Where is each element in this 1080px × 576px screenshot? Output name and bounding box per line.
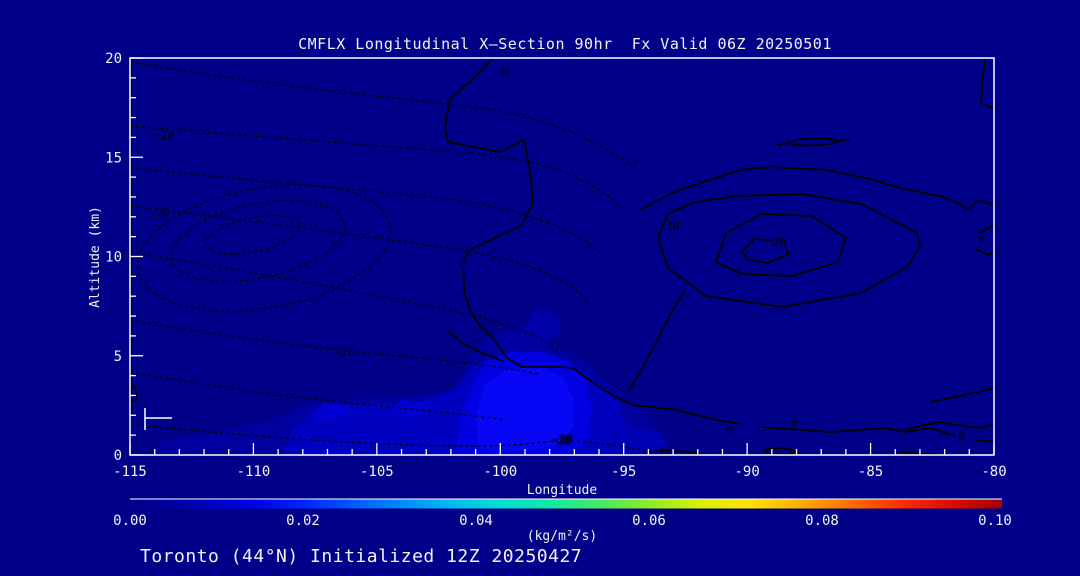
- colorbar-gradient: [130, 499, 1002, 509]
- contour-label: 0: [502, 65, 509, 78]
- y-tick-label: 0: [114, 448, 122, 464]
- initialization-caption: Toronto (44°N) Initialized 12Z 20250427: [140, 546, 582, 567]
- surface-marker: [144, 408, 172, 430]
- contour-label: 10: [666, 220, 680, 233]
- x-tick-label: -80: [981, 464, 1006, 480]
- y-axis-tick-labels: 0 5 10 15 20: [105, 51, 122, 464]
- contour-label: -20: [150, 206, 170, 219]
- colorbar-tick-label: 0.00: [113, 513, 147, 529]
- contour-label: -10: [335, 345, 355, 358]
- y-tick-label: 10: [105, 250, 122, 266]
- x-tick-label: -100: [483, 464, 517, 480]
- y-tick-label: 20: [105, 51, 122, 67]
- colorbar-tick-labels: 0.00 0.02 0.04 0.06 0.08 0.10: [113, 513, 1012, 529]
- y-axis-title: Altitude (km): [88, 206, 103, 308]
- y-tick-label: 15: [105, 150, 122, 166]
- colorbar-tick-label: 0.04: [459, 513, 493, 529]
- colorbar: 0.00 0.02 0.04 0.06 0.08 0.10 (kg/m²/s): [113, 498, 1012, 544]
- colorbar-tick-label: 0.02: [286, 513, 320, 529]
- contour-label: 0: [978, 234, 985, 247]
- shaded-flux-region: [150, 308, 668, 455]
- chart-title: CMFLX Longitudinal X—Section 90hr Fx Val…: [298, 35, 832, 53]
- colorbar-tick-label: 0.06: [632, 513, 666, 529]
- contour-label: -10: [155, 129, 175, 142]
- contour-label: 0: [791, 417, 798, 430]
- axes-frame: [129, 57, 995, 456]
- x-tick-label: -105: [360, 464, 394, 480]
- contour-label: 0: [727, 425, 734, 438]
- negative-contours-dotted: [130, 61, 669, 454]
- x-tick-label: -95: [611, 464, 636, 480]
- x-tick-label: -115: [113, 464, 147, 480]
- x-tick-label: -85: [858, 464, 883, 480]
- y-tick-label: 5: [114, 349, 122, 365]
- contour-label: 20: [773, 236, 787, 249]
- x-tick-label: -90: [734, 464, 759, 480]
- x-axis-tick-labels: -115 -110 -105 -100 -95 -90 -85 -80: [113, 464, 1007, 480]
- contour-label: 0: [959, 431, 966, 444]
- colorbar-units: (kg/m²/s): [527, 529, 597, 544]
- colorbar-tick-label: 0.08: [805, 513, 839, 529]
- contour-label: 0: [460, 256, 467, 269]
- contour-label: -10: [552, 434, 572, 447]
- x-axis-title: Longitude: [527, 483, 598, 498]
- x-tick-label: -110: [237, 464, 271, 480]
- contour-value-labels: -10 -20 -10 -10 0 0 10 20 0 0 0 0: [148, 64, 987, 448]
- colorbar-tick-label: 0.10: [978, 513, 1012, 529]
